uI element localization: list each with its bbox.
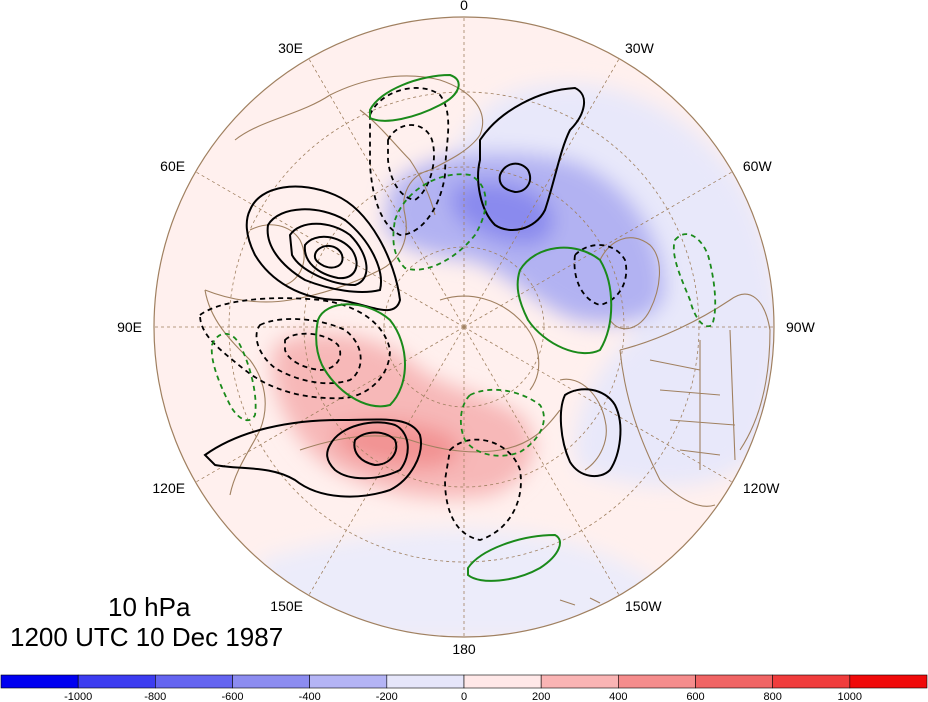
positive-contours	[203, 86, 622, 498]
meridian-label: 30W	[625, 40, 655, 56]
colorbar-segment	[463, 674, 542, 689]
colorbar-segment	[772, 674, 851, 689]
meridian-label: 60W	[743, 158, 773, 174]
contour-eurasia-5	[313, 245, 344, 269]
green-dashed-europe	[392, 173, 487, 271]
green-canada-ellipse	[516, 246, 613, 355]
negative-contours	[199, 87, 628, 541]
colorbar-segment	[309, 674, 388, 689]
colorbar-tick-label: -200	[376, 691, 398, 702]
colorbar-segment	[155, 674, 233, 689]
meridian-label: 30E	[278, 40, 303, 56]
colorbar-tick-label: -600	[221, 691, 243, 702]
blue-anomaly-inner	[450, 181, 554, 245]
colorbar-segment	[232, 674, 310, 689]
contour-eurasia-outer	[245, 185, 402, 311]
colorbar-tick-label: 1000	[838, 691, 862, 702]
green-dashed-labrador	[673, 233, 717, 328]
colorbar-segment	[540, 674, 619, 689]
colorbar-segment	[618, 674, 696, 689]
green-north-atlantic	[369, 73, 460, 122]
contour-greenland-inner	[498, 162, 532, 194]
green-dashed-contours	[210, 173, 717, 457]
dashed-bering	[444, 438, 522, 541]
dashed-canada	[573, 244, 628, 306]
colorbar-tick-label: 600	[686, 691, 704, 702]
meridian-label: 0	[460, 0, 468, 13]
contour-alaska	[559, 388, 622, 478]
meridian-label: 150E	[270, 598, 303, 614]
contour-greenland-outer	[477, 86, 585, 231]
contour-siberia-2	[326, 421, 409, 480]
dashed-scandinavia-inner	[387, 124, 435, 201]
colorbar-segment	[0, 674, 79, 689]
green-pacific-ellipse	[467, 533, 561, 582]
meridian-label: 150W	[625, 598, 662, 614]
map-border	[153, 16, 775, 638]
green-dashed-west-asia	[210, 332, 257, 422]
meridian-label: 60E	[160, 158, 185, 174]
meridian-label: 90E	[117, 319, 142, 335]
colorbar: -1000 -800 -600 -400 -200 0 200 400 600 800 1000	[0, 674, 928, 702]
green-solid-contours	[315, 73, 613, 582]
contour-eurasia-4	[303, 235, 358, 280]
green-central-ellipse	[315, 303, 406, 408]
contour-eurasia-2	[266, 208, 382, 293]
meridian-labels: 0 30W 60W 90W 120W 150W 180 150E 120E 90E 60E 30E	[117, 0, 815, 657]
red-anomaly-outer	[272, 333, 534, 499]
colorbar-tick-label: 0	[461, 691, 467, 702]
colorbar-tick-label: 200	[532, 691, 550, 702]
colorbar-tick-label: 800	[764, 691, 782, 702]
colorbar-tick-label: -1000	[64, 691, 92, 702]
green-dashed-east-siberia	[459, 388, 545, 457]
colorbar-segment	[386, 674, 465, 689]
dashed-central-asia-3	[284, 332, 342, 371]
colorbar-tick-label: -800	[144, 691, 166, 702]
meridian-label: 180	[452, 641, 476, 657]
graticule	[154, 17, 774, 637]
contour-siberia-3	[353, 431, 398, 467]
valid-time-label: 1200 UTC 10 Dec 1987	[10, 622, 284, 652]
dashed-central-asia-2	[255, 318, 362, 385]
dashed-scandinavia-outer	[369, 87, 450, 236]
colorbar-segment	[77, 674, 156, 689]
contour-eurasia-3	[288, 222, 368, 287]
colorbar-tick-label: -400	[299, 691, 321, 702]
contour-siberia-outer	[203, 418, 422, 498]
meridian-label: 120W	[743, 480, 780, 496]
colorbar-tick-label: 400	[609, 691, 627, 702]
pressure-level-label: 10 hPa	[108, 592, 191, 622]
colorbar-segment	[695, 674, 773, 689]
colorbar-segment	[849, 674, 928, 689]
meridian-label: 120E	[152, 480, 185, 496]
meridian-label: 90W	[786, 319, 816, 335]
